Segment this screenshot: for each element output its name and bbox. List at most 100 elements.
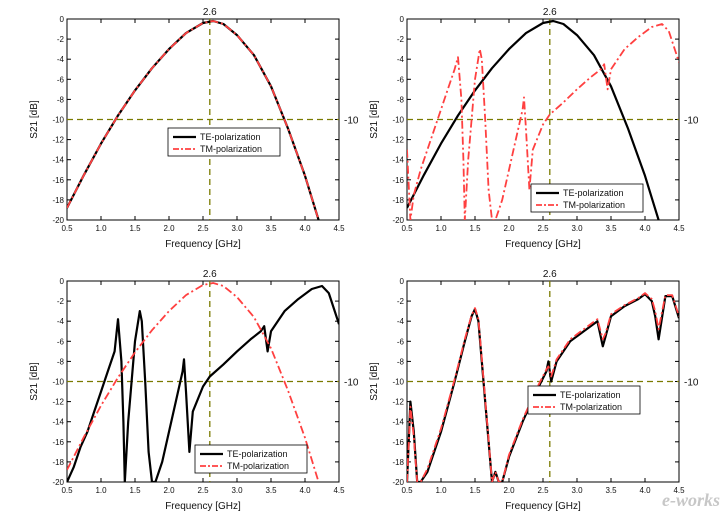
y-tick-label: 0 bbox=[400, 277, 405, 286]
x-tick-label: 1.5 bbox=[129, 486, 141, 495]
y-tick-label: -8 bbox=[397, 95, 405, 104]
legend-label: TM-polarization bbox=[563, 200, 625, 210]
y-axis-label: S21 [dB] bbox=[369, 362, 380, 401]
series-line-tm-polarization bbox=[407, 292, 679, 482]
x-tick-label: 4.0 bbox=[639, 486, 651, 495]
legend-label: TE-polarization bbox=[227, 449, 288, 459]
y-axis-label: S21 [dB] bbox=[29, 100, 40, 139]
y-tick-label: -12 bbox=[52, 398, 64, 407]
series-line-te-polarization bbox=[407, 19, 660, 220]
y-tick-label: 0 bbox=[60, 277, 65, 286]
reference-line-horizontal-label: -10 bbox=[344, 116, 359, 127]
y-tick-label: -14 bbox=[52, 418, 64, 427]
x-tick-label: 3.5 bbox=[265, 486, 277, 495]
x-axis-label: Frequency [GHz] bbox=[165, 239, 241, 250]
legend-box bbox=[194, 444, 308, 474]
y-tick-label: -20 bbox=[52, 478, 64, 487]
x-tick-label: 3.0 bbox=[231, 486, 243, 495]
x-tick-label: 1.0 bbox=[95, 224, 107, 233]
y-tick-label: -18 bbox=[392, 458, 404, 467]
x-tick-label: 1.0 bbox=[435, 486, 447, 495]
x-tick-label: 2.5 bbox=[537, 486, 549, 495]
y-tick-label: -14 bbox=[392, 418, 404, 427]
y-tick-label: -18 bbox=[52, 458, 64, 467]
series-line-tm-polarization bbox=[407, 23, 679, 220]
x-tick-label: 4.5 bbox=[673, 486, 685, 495]
x-tick-label: 4.5 bbox=[673, 224, 685, 233]
y-tick-label: -8 bbox=[57, 357, 65, 366]
legend-label: TE-polarization bbox=[560, 390, 621, 400]
y-tick-label: -8 bbox=[57, 95, 65, 104]
legend-label: TE-polarization bbox=[563, 188, 624, 198]
x-axis-label: Frequency [GHz] bbox=[505, 239, 581, 250]
legend-box bbox=[167, 127, 281, 157]
chart-panel-1: 0.5 1.0 1.5 2.0 2.5 3.0 3.5 4.0 4.5 0 -2 -4 -6 -8 -10 -… bbox=[29, 7, 359, 250]
y-tick-label: -4 bbox=[397, 55, 405, 64]
y-tick-label: -6 bbox=[397, 75, 405, 84]
y-tick-label: -10 bbox=[392, 378, 404, 387]
x-tick-label: 3.5 bbox=[605, 224, 617, 233]
reference-line-vertical-label: 2.6 bbox=[203, 269, 217, 280]
x-tick-label: 3.0 bbox=[571, 224, 583, 233]
y-tick-label: -18 bbox=[392, 196, 404, 205]
legend: TE-polarization TM-polarization bbox=[194, 444, 308, 474]
x-tick-label: 1.5 bbox=[469, 224, 481, 233]
reference-line-vertical-label: 2.6 bbox=[203, 7, 217, 18]
reference-line-vertical-label: 2.6 bbox=[543, 269, 557, 280]
y-tick-label: -14 bbox=[52, 156, 64, 165]
y-tick-label: -12 bbox=[392, 136, 404, 145]
y-tick-label: -14 bbox=[392, 156, 404, 165]
legend-box bbox=[527, 385, 641, 415]
x-axis-label: Frequency [GHz] bbox=[165, 501, 241, 512]
chart-panel-4: 0.5 1.0 1.5 2.0 2.5 3.0 3.5 4.0 4.5 0 -2 -4 -6 -8 -10 -… bbox=[369, 269, 699, 512]
y-tick-label: -16 bbox=[52, 438, 64, 447]
reference-line-horizontal-label: -10 bbox=[684, 378, 699, 389]
y-tick-label: 0 bbox=[400, 15, 405, 24]
x-tick-label: 4.0 bbox=[299, 224, 311, 233]
x-tick-label: 3.0 bbox=[231, 224, 243, 233]
x-tick-label: 2.0 bbox=[163, 486, 175, 495]
x-tick-label: 0.5 bbox=[401, 486, 413, 495]
x-tick-label: 1.0 bbox=[435, 224, 447, 233]
x-tick-label: 0.5 bbox=[61, 486, 73, 495]
y-tick-label: -20 bbox=[52, 216, 64, 225]
legend: TE-polarization TM-polarization bbox=[167, 127, 281, 157]
x-tick-label: 2.0 bbox=[503, 224, 515, 233]
y-tick-label: -10 bbox=[52, 378, 64, 387]
y-tick-label: -8 bbox=[397, 357, 405, 366]
y-tick-label: -6 bbox=[57, 75, 65, 84]
x-tick-label: 2.5 bbox=[537, 224, 549, 233]
legend: TE-polarization TM-polarization bbox=[527, 385, 641, 415]
x-tick-label: 2.0 bbox=[503, 486, 515, 495]
x-tick-label: 4.5 bbox=[333, 224, 345, 233]
y-tick-label: -20 bbox=[392, 216, 404, 225]
y-tick-label: -2 bbox=[397, 297, 405, 306]
chart-panel-2: 0.5 1.0 1.5 2.0 2.5 3.0 3.5 4.0 4.5 0 -2 -4 -6 -8 -10 -… bbox=[369, 7, 699, 250]
y-tick-label: -6 bbox=[397, 337, 405, 346]
e-works-watermark: e-works bbox=[662, 490, 720, 510]
x-tick-label: 1.5 bbox=[129, 224, 141, 233]
series-line-te-polarization bbox=[67, 19, 320, 220]
y-tick-label: -4 bbox=[57, 55, 65, 64]
y-tick-label: -4 bbox=[57, 317, 65, 326]
legend-label: TE-polarization bbox=[200, 132, 261, 142]
reference-line-horizontal-label: -10 bbox=[344, 378, 359, 389]
x-tick-label: 3.5 bbox=[605, 486, 617, 495]
legend-label: TM-polarization bbox=[227, 461, 289, 471]
series-line-tm-polarization bbox=[67, 282, 320, 482]
x-axis-label: Frequency [GHz] bbox=[505, 501, 581, 512]
y-tick-label: -12 bbox=[392, 398, 404, 407]
x-tick-label: 1.5 bbox=[469, 486, 481, 495]
legend-box bbox=[530, 183, 644, 213]
y-tick-label: -10 bbox=[52, 116, 64, 125]
y-tick-label: -2 bbox=[397, 35, 405, 44]
x-tick-label: 4.5 bbox=[333, 486, 345, 495]
y-tick-label: -2 bbox=[57, 35, 65, 44]
x-tick-label: 3.0 bbox=[571, 486, 583, 495]
legend: TE-polarization TM-polarization bbox=[530, 183, 644, 213]
y-tick-label: -12 bbox=[52, 136, 64, 145]
y-tick-label: -4 bbox=[397, 317, 405, 326]
reference-line-horizontal-label: -10 bbox=[684, 116, 699, 127]
x-tick-label: 2.0 bbox=[163, 224, 175, 233]
